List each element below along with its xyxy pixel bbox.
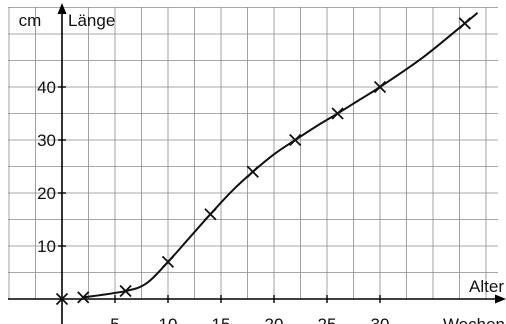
data-point-1 [77, 291, 90, 304]
y-tick-label: 20 [37, 184, 56, 203]
x-axis-unit: Wochen [443, 315, 505, 324]
y-tick-label: 30 [37, 131, 56, 150]
x-tick-label: 25 [318, 315, 337, 324]
y-axis-arrow [57, 3, 67, 14]
growth-curve [83, 12, 479, 299]
y-tick-label: 40 [37, 78, 56, 97]
data-points [55, 17, 471, 306]
y-axis-title: Länge [68, 11, 115, 30]
data-point-7 [331, 107, 344, 120]
data-point-9 [458, 17, 471, 30]
data-point-5 [246, 165, 259, 178]
axes [8, 3, 506, 324]
y-tick-label: 10 [37, 237, 56, 256]
x-tick-label: 30 [371, 315, 390, 324]
data-point-0 [55, 292, 69, 306]
data-point-8 [373, 80, 387, 94]
tick-labels: 5 10 15 20 25 30 10 20 30 40 [37, 78, 389, 324]
x-tick-label: 15 [212, 315, 231, 324]
x-tick-label: 20 [265, 315, 284, 324]
x-tick-label: 5 [110, 315, 119, 324]
data-point-4 [204, 208, 217, 221]
x-tick-label: 10 [159, 315, 178, 324]
x-axis-arrow [495, 294, 506, 304]
grid [8, 7, 498, 300]
data-point-2 [119, 284, 132, 298]
x-axis-title: Alter [469, 277, 504, 296]
y-axis-unit: cm [19, 11, 42, 30]
data-point-3 [161, 255, 175, 269]
data-point-6 [289, 133, 302, 147]
